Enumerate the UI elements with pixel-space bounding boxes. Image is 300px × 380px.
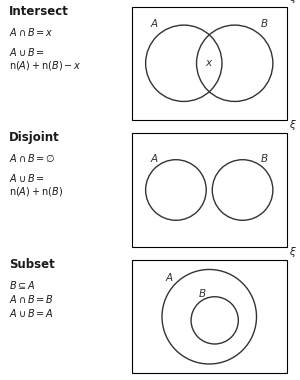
Text: $A \cap B = x$: $A \cap B = x$ [9, 26, 54, 38]
Text: $A \cap B = B$: $A \cap B = B$ [9, 293, 54, 306]
Text: $B \subseteq A$: $B \subseteq A$ [9, 279, 36, 291]
Text: $B$: $B$ [260, 17, 268, 29]
Text: $B$: $B$ [198, 287, 206, 299]
Text: $\mathrm{n}(A) + \mathrm{n}(B) - x$: $\mathrm{n}(A) + \mathrm{n}(B) - x$ [9, 59, 82, 72]
Text: $A \cup B =$: $A \cup B =$ [9, 46, 45, 58]
Text: $\xi$: $\xi$ [289, 0, 297, 5]
Text: $A$: $A$ [165, 271, 174, 283]
Bar [132, 133, 286, 247]
Text: $A$: $A$ [150, 152, 159, 164]
Text: $\mathrm{n}(A) + \mathrm{n}(B)$: $\mathrm{n}(A) + \mathrm{n}(B)$ [9, 185, 63, 198]
Text: $x$: $x$ [205, 58, 214, 68]
Text: $\xi$: $\xi$ [289, 118, 297, 132]
Text: $A \cup B =$: $A \cup B =$ [9, 172, 45, 184]
Text: $A \cup B = A$: $A \cup B = A$ [9, 307, 54, 320]
Text: Subset: Subset [9, 258, 55, 271]
Text: $A \cap B = \varnothing$: $A \cap B = \varnothing$ [9, 152, 56, 165]
Text: Intersect: Intersect [9, 5, 69, 17]
Bar [132, 260, 286, 373]
Text: $A$: $A$ [150, 17, 159, 29]
Bar [132, 7, 286, 120]
Text: Disjoint: Disjoint [9, 131, 60, 144]
Text: $B$: $B$ [260, 152, 268, 164]
Text: $\xi$: $\xi$ [289, 245, 297, 259]
